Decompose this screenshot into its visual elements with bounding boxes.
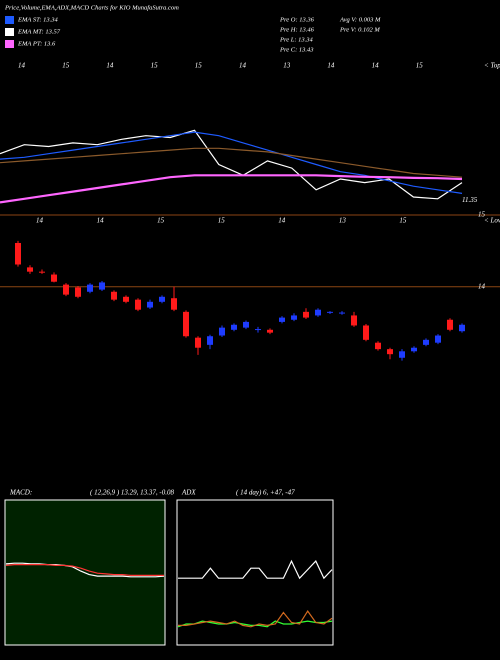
series-line [178, 559, 333, 580]
y-tick-label: 15 [478, 211, 486, 219]
candle-body [111, 291, 117, 300]
date-label: 14 [106, 62, 114, 70]
candle-body [123, 296, 129, 302]
series-line [5, 564, 164, 576]
date-label: 14 [327, 62, 335, 70]
legend-label: EMA PT: 13.6 [17, 40, 56, 47]
candle-body [27, 267, 33, 272]
candle-body [231, 324, 237, 330]
candle-body [159, 296, 165, 302]
candle-body [99, 282, 105, 290]
candle-body [435, 335, 441, 343]
candle-body [423, 339, 429, 345]
panel-title: ADX [181, 489, 196, 497]
candle-body [87, 284, 93, 292]
date-label: 15 [195, 62, 203, 70]
candle-body [303, 311, 309, 318]
candle-body [219, 327, 225, 336]
candle-body [207, 336, 213, 345]
candle-body [183, 311, 189, 337]
panel-subtitle: ( 14 day) 6, +47, -47 [236, 489, 295, 497]
page-title: Price,Volume,EMA,ADX,MACD Charts for KIO… [4, 4, 179, 11]
date-label: 14 [372, 62, 380, 70]
date-label: 15 [151, 62, 159, 70]
legend-label: EMA MT: 13.57 [17, 28, 61, 35]
series-line [0, 131, 463, 194]
date-label: 14 [97, 217, 105, 225]
candle-body [315, 309, 321, 316]
y-tick-label: 14 [478, 282, 486, 290]
date-label: 14 [36, 217, 44, 225]
series-line [5, 562, 165, 578]
corner-label: < Topa [484, 62, 500, 70]
date-label: 14 [278, 217, 286, 225]
legend-swatch [5, 28, 14, 36]
legend-swatch [5, 16, 14, 24]
legend-label: EMA ST: 13.34 [17, 16, 59, 23]
date-label: 13 [339, 217, 347, 225]
candle-body [399, 351, 405, 358]
stat: Pre V: 0.102 M [339, 26, 380, 33]
candle-body [75, 287, 81, 297]
date-label: 14 [239, 62, 247, 70]
candle-body [291, 315, 297, 320]
candle-body [327, 311, 333, 313]
series-line [178, 610, 333, 628]
y-tick-label: 11.35 [462, 196, 478, 204]
stat: Avg V: 0.003 M [339, 16, 381, 23]
candle-body [411, 347, 417, 352]
candle-body [135, 299, 141, 310]
candle-body [267, 329, 273, 333]
corner-label: < Lowe [484, 217, 500, 225]
panel-title: MACD: [9, 489, 32, 497]
candle-body [51, 274, 57, 282]
stat: Pre C: 13.43 [279, 46, 314, 53]
date-label: 15 [62, 62, 69, 70]
candle-body [147, 301, 153, 308]
date-label: 15 [157, 217, 165, 225]
date-label: 14 [18, 62, 26, 70]
series-line [0, 174, 463, 204]
candle-body [195, 337, 201, 348]
date-label: 15 [416, 62, 424, 70]
candle-body [171, 298, 177, 310]
panel-subtitle: ( 12,26,9 ) 13.29, 13.37, -0.08 [90, 489, 174, 497]
candle-body [63, 284, 69, 295]
series-line [0, 147, 463, 178]
candle-body [447, 319, 453, 330]
candle-body [243, 321, 249, 328]
legend-swatch [5, 40, 14, 48]
series-line [0, 129, 463, 200]
stat: Pre H: 13.46 [279, 26, 315, 33]
candle-body [39, 271, 45, 273]
candle-body [363, 325, 369, 340]
candle-body [387, 349, 393, 355]
candle-body [375, 342, 381, 350]
candle-body [351, 315, 357, 326]
stat: Pre L: 13.34 [279, 36, 314, 43]
stat: Pre O: 13.36 [279, 16, 315, 23]
candle-body [279, 317, 285, 322]
candle-body [339, 312, 345, 314]
date-label: 13 [283, 62, 291, 70]
candle-body [15, 242, 21, 265]
date-label: 15 [218, 217, 226, 225]
date-label: 15 [399, 217, 407, 225]
candle-body [255, 329, 261, 331]
candle-body [459, 324, 465, 332]
